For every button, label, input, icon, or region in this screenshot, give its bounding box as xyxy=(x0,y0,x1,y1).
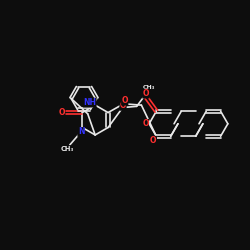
Text: O: O xyxy=(143,89,149,98)
Text: CH₃: CH₃ xyxy=(61,146,74,152)
Text: N: N xyxy=(78,128,84,136)
Text: O: O xyxy=(120,101,126,110)
Text: O: O xyxy=(122,96,128,105)
Text: O: O xyxy=(142,119,149,128)
Text: O: O xyxy=(150,136,156,145)
Text: NH: NH xyxy=(83,98,96,107)
Text: CH₃: CH₃ xyxy=(143,85,155,90)
Text: O: O xyxy=(58,108,65,117)
